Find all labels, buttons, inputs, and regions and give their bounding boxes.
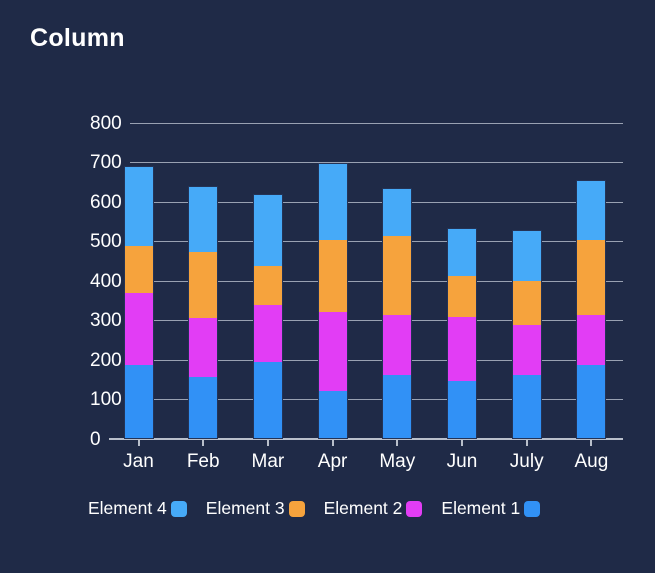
bar-segment-element-3-mar[interactable] xyxy=(253,265,282,305)
bar-segment-element-2-mar[interactable] xyxy=(253,304,282,362)
bar-may[interactable] xyxy=(382,188,413,439)
bar-segment-element-1-may[interactable] xyxy=(383,375,412,438)
x-axis-label-jun: Jun xyxy=(446,451,478,472)
bar-segment-element-1-july[interactable] xyxy=(512,375,541,438)
bar-segment-element-2-may[interactable] xyxy=(383,314,412,376)
x-axis-label-mar: Mar xyxy=(251,451,285,472)
bar-segment-element-1-feb[interactable] xyxy=(189,377,218,438)
bar-jan[interactable] xyxy=(123,166,154,439)
bar-july[interactable] xyxy=(511,229,542,439)
bar-segment-element-4-aug[interactable] xyxy=(577,181,606,241)
y-axis-label: 500 xyxy=(90,231,122,252)
x-axis-label-may: May xyxy=(379,451,416,472)
bar-segment-element-3-july[interactable] xyxy=(512,281,541,325)
legend-label: Element 1 xyxy=(441,498,521,518)
y-axis-label: 800 xyxy=(90,112,122,134)
x-axis-label-apr: Apr xyxy=(317,451,348,472)
legend-item-element-1[interactable]: Element 1 xyxy=(441,498,541,518)
bar-segment-element-3-jun[interactable] xyxy=(448,275,476,317)
legend-item-element-3[interactable]: Element 3 xyxy=(205,498,305,518)
gridline xyxy=(129,280,623,282)
x-axis-label-july: July xyxy=(509,451,544,472)
bar-segment-element-2-aug[interactable] xyxy=(577,314,606,366)
bar-aug[interactable] xyxy=(576,180,607,439)
bar-segment-element-3-feb[interactable] xyxy=(189,251,218,319)
y-axis-label: 200 xyxy=(90,349,122,371)
bar-segment-element-4-july[interactable] xyxy=(512,230,541,282)
legend-label: Element 2 xyxy=(323,498,403,518)
bar-segment-element-4-feb[interactable] xyxy=(189,187,218,252)
gridline xyxy=(129,320,623,321)
legend-swatch-element-1 xyxy=(524,500,541,517)
y-axis-label: 0 xyxy=(90,428,101,450)
y-axis-label: 400 xyxy=(90,270,122,292)
gridline xyxy=(129,162,623,163)
legend: Element 4 Element 3 Element 2 Element 1 xyxy=(88,498,541,518)
bar-segment-element-2-july[interactable] xyxy=(512,324,541,376)
legend-swatch-element-3 xyxy=(288,500,305,517)
x-axis-tick xyxy=(590,440,593,446)
gridline xyxy=(129,241,623,242)
x-axis-tick xyxy=(202,440,205,446)
y-axis-label: 100 xyxy=(90,389,122,410)
bar-segment-element-1-apr[interactable] xyxy=(318,390,347,438)
x-axis-tick xyxy=(137,440,140,446)
bar-segment-element-1-aug[interactable] xyxy=(577,365,606,438)
bar-segment-element-1-mar[interactable] xyxy=(253,361,282,438)
bar-segment-element-1-jan[interactable] xyxy=(124,365,153,438)
bar-segment-element-2-jun[interactable] xyxy=(448,316,476,382)
legend-item-element-4[interactable]: Element 4 xyxy=(88,498,187,518)
gridline xyxy=(129,201,623,203)
legend-swatch-element-2 xyxy=(406,500,423,517)
bar-segment-element-4-may[interactable] xyxy=(383,189,412,237)
x-axis-tick xyxy=(396,440,399,446)
bar-feb[interactable] xyxy=(188,186,219,439)
gridline xyxy=(129,122,623,124)
bar-segment-element-2-apr[interactable] xyxy=(318,312,347,391)
x-axis-tick xyxy=(525,440,528,446)
x-axis-label-jan: Jan xyxy=(123,451,154,472)
bar-segment-element-1-jun[interactable] xyxy=(448,381,476,438)
bar-segment-element-3-jan[interactable] xyxy=(124,245,153,293)
legend-swatch-element-4 xyxy=(170,500,187,517)
y-axis-label: 700 xyxy=(90,152,122,173)
bar-segment-element-2-feb[interactable] xyxy=(189,318,218,378)
gridline xyxy=(129,359,623,361)
gridline xyxy=(129,399,623,400)
bar-segment-element-3-may[interactable] xyxy=(383,236,412,315)
bar-apr[interactable] xyxy=(317,162,348,439)
bar-jun[interactable] xyxy=(447,227,477,439)
legend-label: Element 4 xyxy=(88,498,167,518)
y-axis-label: 300 xyxy=(90,310,122,331)
bar-segment-element-4-mar[interactable] xyxy=(253,195,282,266)
y-axis-label: 600 xyxy=(90,191,122,213)
x-axis-label-feb: Feb xyxy=(186,451,220,472)
bar-segment-element-4-jun[interactable] xyxy=(448,228,476,276)
bar-segment-element-4-jan[interactable] xyxy=(124,167,153,246)
legend-item-element-2[interactable]: Element 2 xyxy=(323,498,423,518)
bar-segment-element-2-jan[interactable] xyxy=(124,292,153,366)
bar-segment-element-4-apr[interactable] xyxy=(318,163,347,240)
x-axis-tick xyxy=(461,440,463,446)
x-axis-tick xyxy=(331,440,334,446)
bar-mar[interactable] xyxy=(252,194,283,439)
x-axis-line xyxy=(108,438,623,440)
bar-segment-element-3-aug[interactable] xyxy=(577,240,606,315)
legend-label: Element 3 xyxy=(205,498,285,518)
bar-segment-element-3-apr[interactable] xyxy=(318,239,347,313)
x-axis-tick xyxy=(266,440,269,446)
x-axis-label-aug: Aug xyxy=(574,451,609,472)
chart-title: Column xyxy=(30,24,125,52)
